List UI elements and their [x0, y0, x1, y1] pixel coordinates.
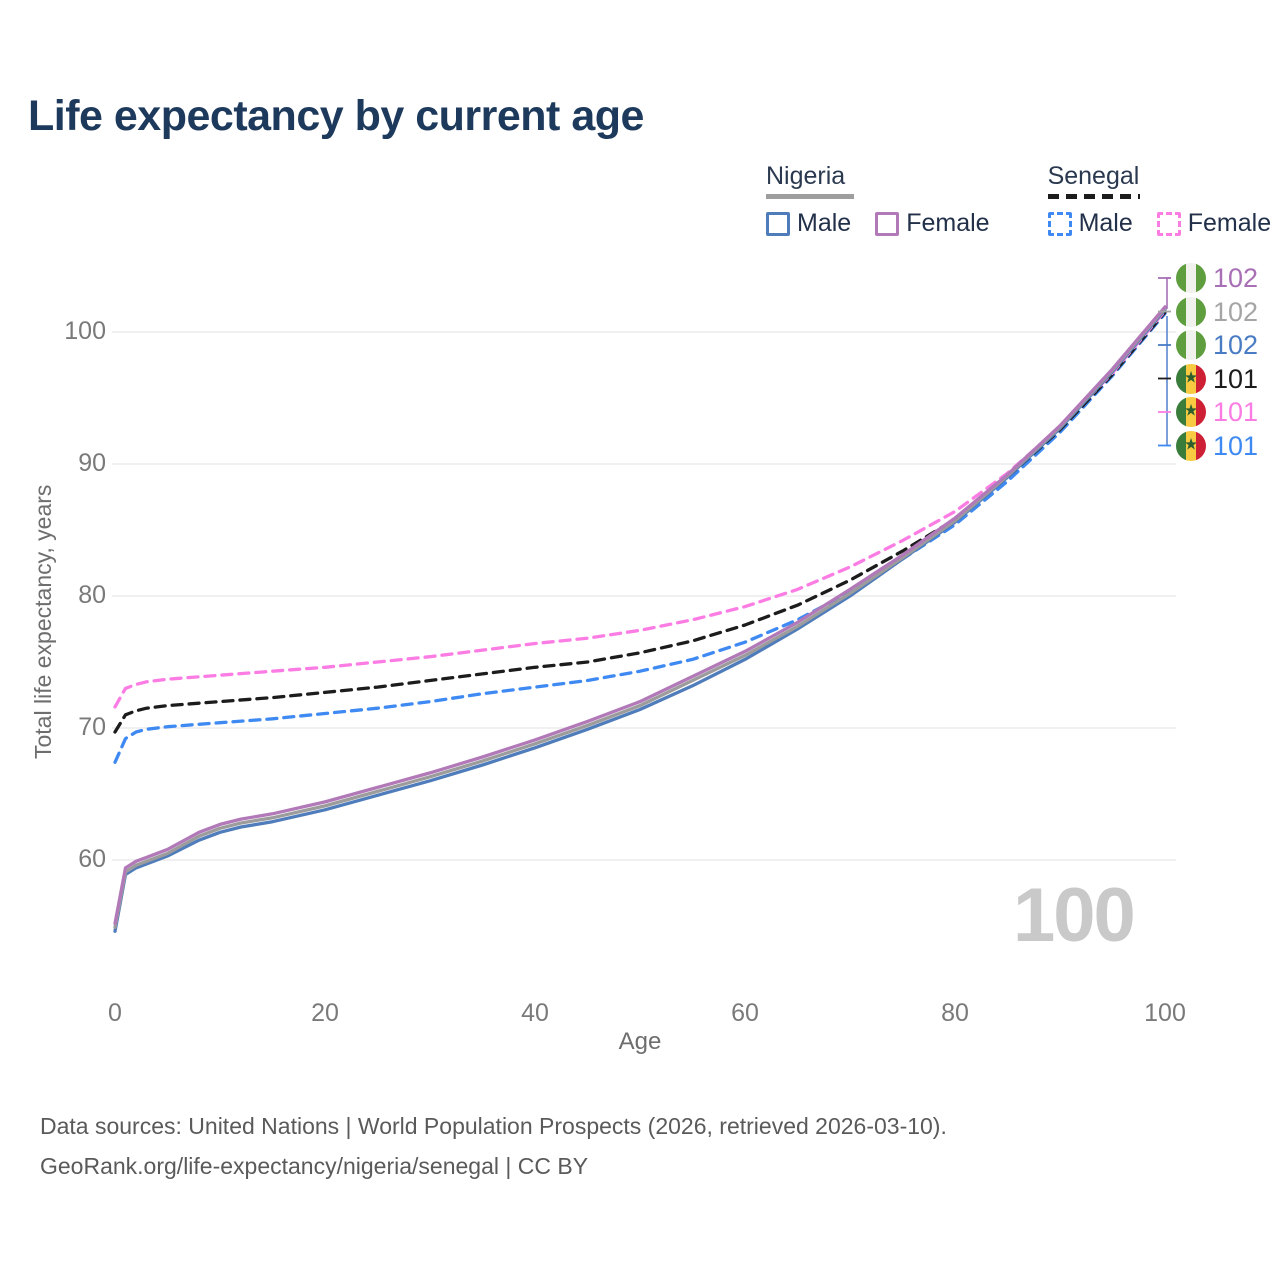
flag-band	[1196, 330, 1206, 360]
flag-band	[1186, 263, 1196, 293]
senegal-male-swatch-icon	[1047, 211, 1072, 236]
flag-band	[1176, 263, 1186, 293]
legend-item-senegal-male: Male	[1047, 209, 1133, 238]
nigeria-male-swatch-icon	[766, 211, 790, 236]
flag-band	[1196, 430, 1206, 461]
flag-band	[1176, 397, 1186, 427]
age-watermark: 100	[1013, 873, 1136, 958]
end-label-nigeria-female: 102	[1176, 262, 1258, 294]
nigeria-flag-icon	[1176, 263, 1206, 293]
series-line-senegal-male	[113, 311, 1167, 764]
x-tick-label: 80	[941, 999, 969, 1027]
flag-band: ★	[1183, 363, 1199, 394]
y-tick-label: 70	[78, 713, 106, 741]
legend-group-senegal: Senegal Male Female	[1047, 162, 1272, 238]
x-tick-label: 40	[521, 999, 549, 1027]
footer-attribution: GeoRank.org/life-expectancy/nigeria/sene…	[40, 1153, 589, 1179]
end-label-nigeria-both-sexes: 102	[1176, 296, 1258, 328]
x-tick-label: 60	[731, 999, 759, 1027]
y-tick-label: 100	[64, 317, 106, 345]
star-icon: ★	[1183, 369, 1199, 387]
leader-line	[1166, 316, 1171, 447]
legend-label: Female	[1187, 209, 1272, 237]
leader-line	[1166, 277, 1171, 309]
senegal-flag-icon: ★	[1176, 430, 1206, 461]
y-tick-label: 90	[78, 449, 106, 477]
end-label-value: 101	[1213, 363, 1259, 394]
end-label-senegal-female: ★ 101	[1176, 396, 1258, 428]
end-label-senegal-male: ★ 101	[1176, 430, 1258, 462]
legend-item-nigeria-female: Female	[875, 209, 990, 238]
y-tick-label: 60	[78, 845, 106, 873]
senegal-female-swatch-icon	[1156, 211, 1181, 236]
flag-band	[1196, 363, 1206, 394]
legend-item-nigeria-male: Male	[766, 209, 851, 238]
flag-band	[1186, 330, 1196, 360]
flag-band	[1196, 296, 1206, 327]
flag-band: ★	[1183, 430, 1199, 461]
star-icon: ★	[1183, 436, 1199, 454]
senegal-line-style-icon	[1047, 194, 1140, 199]
series-line-senegal-female	[113, 309, 1167, 709]
series-line-nigeria-male	[113, 307, 1167, 933]
nigeria-flag-icon	[1176, 296, 1206, 327]
chart-legend: Nigeria Male Female Senegal Male	[766, 162, 1271, 238]
x-axis-title: Age	[618, 1028, 662, 1055]
legend-label: Female	[906, 209, 990, 237]
flag-band	[1176, 430, 1186, 461]
end-label-value: 102	[1213, 296, 1259, 327]
nigeria-female-swatch-icon	[875, 211, 900, 236]
flag-band	[1196, 263, 1206, 293]
legend-label: Male	[797, 209, 852, 237]
end-label-value: 101	[1213, 397, 1259, 427]
series-line-nigeria-female	[113, 305, 1167, 926]
legend-country-nigeria: Nigeria	[766, 162, 846, 190]
flag-band	[1196, 397, 1206, 427]
footer-data-sources: Data sources: United Nations | World Pop…	[40, 1113, 947, 1139]
footer: Data sources: United Nations | World Pop…	[40, 1106, 947, 1186]
legend-group-nigeria: Nigeria Male Female	[766, 162, 990, 238]
x-tick-label: 100	[1144, 999, 1186, 1027]
series-line-nigeria-both	[113, 306, 1167, 929]
flag-band: ★	[1183, 397, 1199, 427]
series-line-senegal-both	[113, 310, 1167, 734]
end-label-value: 101	[1213, 430, 1259, 461]
x-tick-label: 0	[108, 999, 122, 1027]
x-tick-label: 20	[311, 999, 339, 1027]
end-label-nigeria-male: 102	[1176, 329, 1258, 361]
senegal-flag-icon: ★	[1176, 363, 1206, 394]
flag-band	[1176, 330, 1186, 360]
page-title: Life expectancy by current age	[28, 92, 644, 140]
flag-band	[1186, 296, 1196, 327]
end-label-value: 102	[1213, 330, 1259, 360]
star-icon: ★	[1183, 402, 1199, 420]
end-label-value: 102	[1213, 263, 1259, 293]
senegal-flag-icon: ★	[1176, 397, 1206, 427]
end-label-senegal-both-sexes: ★ 101	[1176, 363, 1258, 395]
flag-band	[1176, 363, 1186, 394]
legend-item-senegal-female: Female	[1156, 209, 1272, 238]
flag-band	[1176, 296, 1186, 327]
legend-country-senegal: Senegal	[1047, 162, 1140, 190]
y-tick-label: 80	[78, 581, 106, 609]
legend-label: Male	[1078, 209, 1133, 237]
nigeria-flag-icon	[1176, 330, 1206, 360]
nigeria-line-style-icon	[766, 194, 854, 199]
